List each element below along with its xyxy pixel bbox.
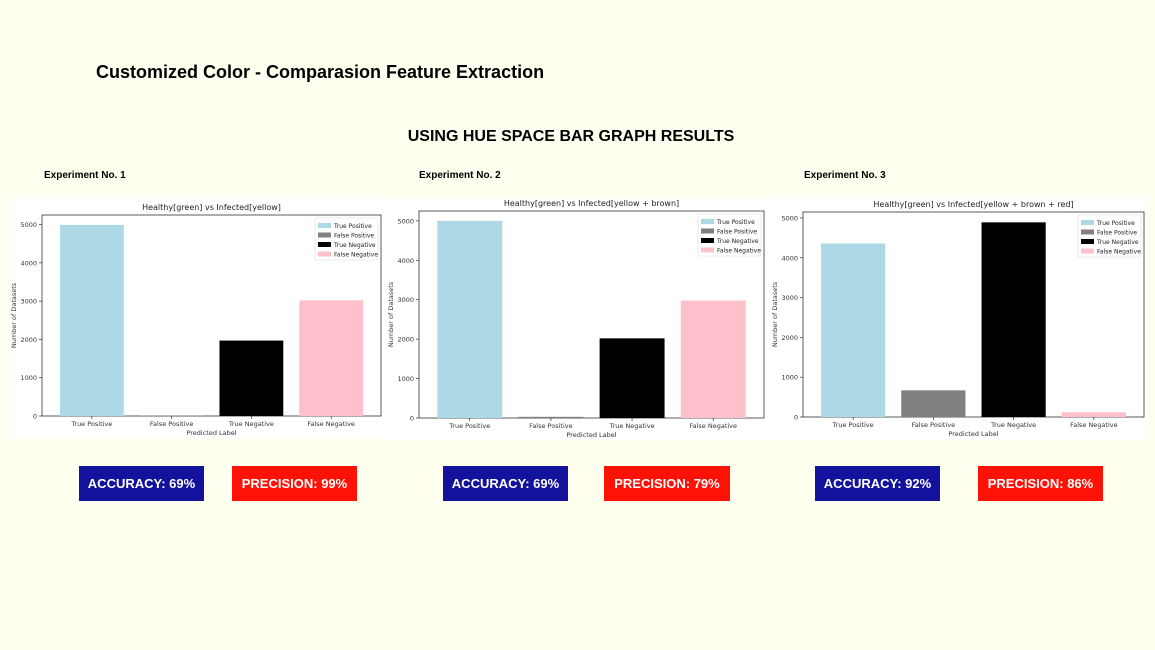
experiment-1-label: Experiment No. 1 [44,170,126,181]
y-tick-label: 5000 [397,217,414,225]
x-tick-label: False Negative [307,420,355,428]
legend-swatch [701,238,714,243]
legend-entry: False Negative [334,252,378,259]
bar-false-positive [518,416,584,418]
accuracy-badge-1: ACCURACY: 69% [79,466,204,501]
y-tick-label: 3000 [20,298,37,306]
x-tick-label: True Positive [70,420,112,428]
legend-entry: False Negative [717,248,761,255]
bar-chart-2: Healthy[green] vs Infected[yellow + brow… [387,199,765,439]
x-tick-label: True Negative [228,420,274,428]
y-tick-label: 4000 [20,259,37,267]
chart-legend: True Positive False Positive True Negative… [1077,214,1142,258]
x-tick-label: True Positive [448,422,490,430]
chart-legend: True Positive False Positive True Negative… [314,217,379,261]
legend-entry: False Positive [717,229,757,236]
section-subtitle: USING HUE SPACE BAR GRAPH RESULTS [407,128,735,145]
x-tick-label: True Positive [832,421,874,429]
bar-true-positive [821,243,886,417]
experiment-3-label: Experiment No. 3 [804,170,886,181]
bar-false-negative [680,300,746,418]
plot-frame [41,214,382,417]
legend-entry: True Negative [333,242,376,249]
y-tick-label: 4000 [397,257,414,265]
chart-panel-1: Healthy[green] vs Infected[yellow] 0 1000 2… [10,197,386,439]
legend-entry: False Negative [1097,249,1141,256]
bar-false-positive [901,390,966,417]
chart-title: Healthy[green] vs Infected[yellow + brow… [873,200,1073,209]
legend-swatch [318,251,331,257]
x-tick-label: False Positive [912,421,955,429]
accuracy-badge-3: ACCURACY: 92% [815,466,940,501]
y-tick-label: 3000 [781,294,798,302]
legend-swatch [1081,248,1094,254]
legend-entry: True Positive [1096,220,1135,227]
bar-true-negative [599,338,665,418]
y-tick-label: 0 [410,415,414,423]
chart-legend: True Positive False Positive True Negative… [697,213,762,257]
y-tick-label: 1000 [20,374,37,382]
bar-false-negative [299,300,364,416]
y-tick-label: 4000 [781,254,798,262]
precision-badge-3: PRECISION: 86% [978,466,1103,501]
y-tick-label: 1000 [397,375,414,383]
x-tick-label: False Negative [689,422,737,430]
bar-chart-1: Healthy[green] vs Infected[yellow] 0 1000 2… [10,203,382,437]
y-tick-label: 1000 [781,374,798,382]
y-tick-label: 5000 [20,221,37,229]
precision-badge-1: PRECISION: 99% [232,466,357,501]
bar-false-negative [1061,412,1126,417]
legend-entry: True Negative [1096,239,1139,246]
bar-true-positive [437,220,503,418]
bar-true-negative [981,222,1046,417]
legend-swatch [318,232,331,238]
plot-frame [802,211,1145,418]
chart-title: Healthy[green] vs Infected[yellow + brow… [504,199,679,208]
chart-title: Healthy[green] vs Infected[yellow] [142,203,281,212]
bar-true-negative [219,340,284,416]
x-tick-label: True Negative [990,421,1036,429]
x-tick-label: False Positive [150,420,193,428]
precision-badge-2: PRECISION: 79% [604,466,730,501]
x-axis-label: Predicted Label [186,429,236,437]
page-title: Customized Color - Comparasion Feature E… [96,62,545,82]
chart-panel-3: Healthy[green] vs Infected[yellow + brow… [770,197,1150,440]
legend-swatch [701,247,714,253]
legend-entry: True Positive [333,223,372,230]
x-tick-label: False Negative [1070,421,1118,429]
bar-chart-3: Healthy[green] vs Infected[yellow + brow… [771,200,1145,438]
x-tick-label: False Positive [529,422,572,430]
chart-panel-2: Healthy[green] vs Infected[yellow + brow… [385,198,769,440]
legend-swatch [1081,220,1094,225]
legend-swatch [318,223,331,228]
legend-entry: False Positive [1097,230,1137,237]
bar-true-positive [59,224,124,416]
legend-entry: True Positive [716,219,755,226]
x-axis-label: Predicted Label [566,431,616,439]
legend-swatch [701,228,714,234]
y-tick-label: 5000 [781,214,798,222]
y-axis-label: Number of Datasets [10,282,18,348]
legend-entry: True Negative [716,238,759,245]
x-axis-label: Predicted Label [948,430,998,438]
plot-frame [418,210,765,419]
y-tick-label: 2000 [397,336,414,344]
x-tick-label: True Negative [609,422,655,430]
y-axis-label: Number of Datasets [387,281,395,347]
accuracy-badge-2: ACCURACY: 69% [443,466,568,501]
legend-swatch [1081,239,1094,244]
y-tick-label: 3000 [397,296,414,304]
experiment-2-label: Experiment No. 2 [419,170,501,181]
y-tick-label: 2000 [781,334,798,342]
legend-entry: False Positive [334,233,374,240]
y-tick-label: 0 [33,413,37,421]
y-axis-label: Number of Datasets [771,281,779,347]
legend-swatch [701,219,714,224]
y-tick-label: 0 [794,414,798,422]
legend-swatch [1081,229,1094,235]
y-tick-label: 2000 [20,336,37,344]
legend-swatch [318,242,331,247]
